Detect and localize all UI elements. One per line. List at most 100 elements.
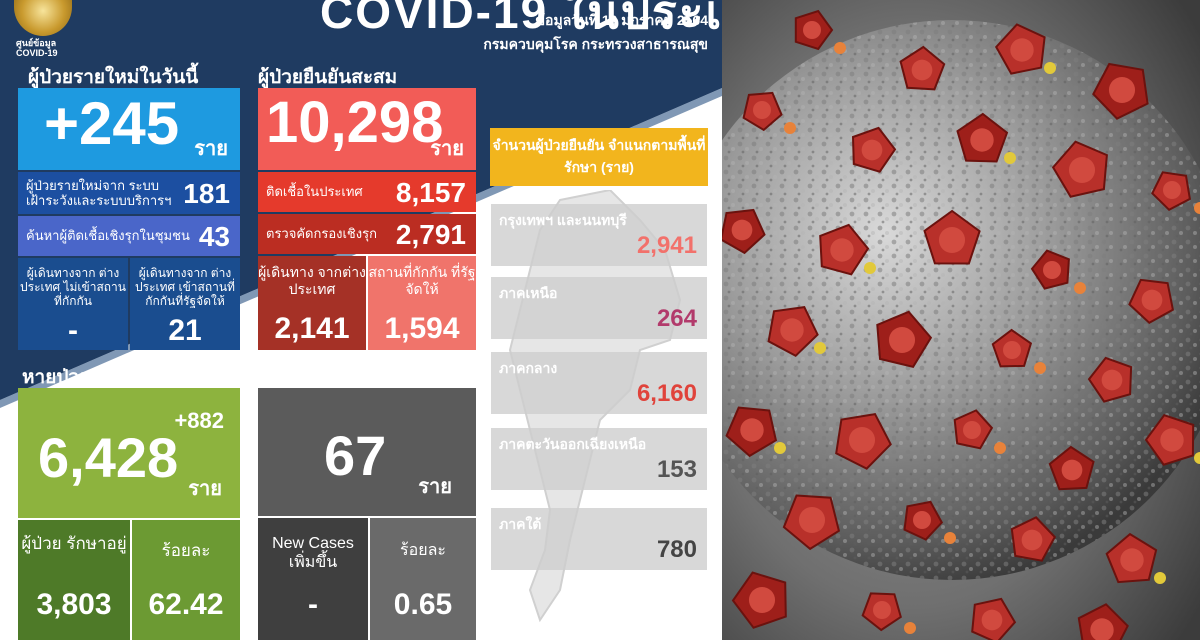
spike-protein-icon bbox=[794, 9, 834, 51]
cell-label: ร้อยละ bbox=[161, 541, 211, 560]
new-cases-total-box: +245 ราย bbox=[18, 88, 240, 170]
envelope-protein-icon bbox=[1194, 202, 1200, 214]
spike-protein-icon bbox=[861, 592, 902, 632]
spike-protein-icon bbox=[767, 306, 819, 358]
row-value: 2,791 bbox=[395, 219, 466, 250]
new-cases-value: +245 bbox=[44, 90, 180, 157]
region-item: กรุงเทพฯ และนนทบุรี 2,941 bbox=[491, 204, 707, 266]
region-name: ภาคใต้ bbox=[499, 516, 542, 532]
new-cases-abroad-quarantine: ผู้เดินทางจาก ต่างประเทศ เข้าสถานที่กักก… bbox=[130, 258, 240, 350]
row-label: ค้นหาผู้ติดเชื้อเชิงรุกในชุมชน bbox=[26, 228, 190, 243]
cumulative-quarantine-cell: สถานที่กักกัน ที่รัฐจัดให้ 1,594 bbox=[368, 256, 476, 350]
coronavirus-particle-icon bbox=[722, 0, 1200, 640]
region-item: ภาคเหนือ 264 bbox=[491, 277, 707, 339]
cell-value: 2,141 bbox=[274, 312, 350, 345]
region-value: 2,941 bbox=[636, 232, 697, 259]
spike-protein-icon bbox=[971, 597, 1017, 640]
region-name: ภาคกลาง bbox=[499, 360, 558, 376]
cell-value: - bbox=[68, 314, 78, 347]
envelope-protein-icon bbox=[994, 442, 1006, 454]
region-item: ภาคกลาง 6,160 bbox=[491, 352, 707, 414]
envelope-protein-icon bbox=[784, 122, 796, 134]
spike-protein-icon bbox=[1087, 356, 1133, 403]
spike-protein-icon bbox=[725, 406, 778, 458]
region-item: ภาคใต้ 780 bbox=[491, 508, 707, 570]
page-title: COVID-19 ในประเทศไทย bbox=[320, 0, 722, 38]
data-source: กรมควบคุมโรค กระทรวงสาธารณสุข bbox=[483, 36, 708, 52]
cumulative-abroad-cell: ผู้เดินทาง จากต่างประเทศ 2,141 bbox=[258, 256, 366, 350]
recovered-value: 6,428 bbox=[38, 426, 179, 489]
cumulative-total-box: 10,298 ราย bbox=[258, 88, 476, 170]
spike-protein-icon bbox=[953, 409, 994, 450]
cell-label: ร้อยละ bbox=[400, 542, 446, 559]
envelope-protein-icon bbox=[864, 262, 876, 274]
cell-label: ผู้เดินทางจาก ต่างประเทศ ไม่เข้าสถานที่ก… bbox=[20, 266, 126, 308]
spike-protein-icon bbox=[899, 45, 946, 91]
new-cases-surveillance-row: ผู้ป่วยรายใหม่จาก ระบบเฝ้าระวังและระบบบร… bbox=[18, 172, 240, 214]
envelope-protein-icon bbox=[1194, 452, 1200, 464]
region-name: กรุงเทพฯ และนนทบุรี bbox=[499, 212, 627, 228]
row-label: ติดเชื้อในประเทศ bbox=[266, 184, 363, 199]
region-value: 264 bbox=[656, 305, 697, 332]
covid-infographic: ศูนย์ข้อมูล COVID-19 COVID-19 ในประเทศไท… bbox=[0, 0, 722, 640]
spike-protein-icon bbox=[1092, 62, 1149, 120]
spike-protein-icon bbox=[835, 412, 892, 470]
cumulative-unit: ราย bbox=[430, 138, 464, 160]
cumulative-value: 10,298 bbox=[266, 90, 444, 155]
deaths-percent-cell: ร้อยละ 0.65 bbox=[370, 518, 476, 640]
deaths-unit: ราย bbox=[418, 476, 452, 498]
envelope-protein-icon bbox=[944, 532, 956, 544]
spike-protein-icon bbox=[1077, 603, 1129, 640]
deaths-total-box: 67 ราย bbox=[258, 388, 476, 516]
region-value: 6,160 bbox=[636, 380, 697, 407]
spike-protein-icon bbox=[851, 126, 897, 173]
spike-protein-icon bbox=[1030, 249, 1070, 290]
region-value: 780 bbox=[656, 536, 697, 563]
spike-protein-icon bbox=[1105, 532, 1158, 584]
envelope-protein-icon bbox=[1074, 282, 1086, 294]
envelope-protein-icon bbox=[904, 622, 916, 634]
spike-protein-icon bbox=[923, 209, 981, 265]
cell-value: 1,594 bbox=[384, 312, 460, 345]
cell-label: สถานที่กักกัน ที่รัฐจัดให้ bbox=[368, 264, 476, 297]
recovered-heading: หายป่วยแล้ว bbox=[22, 367, 125, 388]
spike-protein-icon bbox=[991, 328, 1033, 368]
row-value: 43 bbox=[198, 221, 230, 252]
recovered-in-treatment-cell: ผู้ป่วย รักษาอยู่ 3,803 bbox=[18, 520, 130, 640]
envelope-protein-icon bbox=[774, 442, 786, 454]
spike-protein-icon bbox=[819, 223, 870, 276]
spike-protein-icon bbox=[1051, 140, 1108, 198]
spike-protein-icon bbox=[903, 500, 944, 541]
envelope-protein-icon bbox=[1004, 152, 1016, 164]
envelope-protein-icon bbox=[1044, 62, 1056, 74]
cell-label: New Cases เพิ่มขึ้น bbox=[272, 535, 354, 571]
spike-protein-icon bbox=[1048, 445, 1095, 491]
region-name: ภาคเหนือ bbox=[499, 285, 558, 301]
spike-protein-icon bbox=[1151, 171, 1192, 212]
spike-protein-icon bbox=[1144, 414, 1195, 466]
new-cases-abroad-no-quarantine: ผู้เดินทางจาก ต่างประเทศ ไม่เข้าสถานที่ก… bbox=[18, 258, 128, 350]
cell-value: 62.42 bbox=[148, 588, 224, 621]
cell-value: 21 bbox=[168, 314, 202, 347]
region-item: ภาคตะวันออกเฉียงเหนือ 153 bbox=[491, 428, 707, 490]
cumulative-domestic-row: ติดเชื้อในประเทศ 8,157 bbox=[258, 172, 476, 212]
envelope-protein-icon bbox=[1034, 362, 1046, 374]
cell-value: - bbox=[308, 588, 318, 621]
spike-protein-icon bbox=[742, 91, 783, 132]
regions-heading: จำนวนผู้ป่วยยืนยัน จำแนกตามพื้นที่รักษา … bbox=[490, 128, 708, 186]
cumulative-heading: ผู้ป่วยยืนยันสะสม bbox=[258, 67, 398, 88]
deaths-new-cases-cell: New Cases เพิ่มขึ้น - bbox=[258, 518, 368, 640]
new-cases-community-row: ค้นหาผู้ติดเชื้อเชิงรุกในชุมชน 43 bbox=[18, 216, 240, 256]
cell-value: 0.65 bbox=[393, 588, 453, 621]
recovered-delta: +882 bbox=[174, 408, 224, 433]
envelope-protein-icon bbox=[834, 42, 846, 54]
cumulative-active-screening-row: ตรวจคัดกรองเชิงรุก 2,791 bbox=[258, 214, 476, 254]
new-cases-unit: ราย bbox=[194, 138, 228, 160]
row-value: 8,157 bbox=[395, 177, 466, 208]
envelope-protein-icon bbox=[1154, 572, 1166, 584]
recovered-total-box: +882 6,428 ราย bbox=[18, 388, 240, 518]
coronavirus-illustration bbox=[722, 0, 1200, 640]
cell-label: ผู้เดินทางจาก ต่างประเทศ เข้าสถานที่กักก… bbox=[135, 266, 235, 308]
spike-protein-icon bbox=[1128, 278, 1175, 325]
row-value: 181 bbox=[183, 178, 230, 209]
